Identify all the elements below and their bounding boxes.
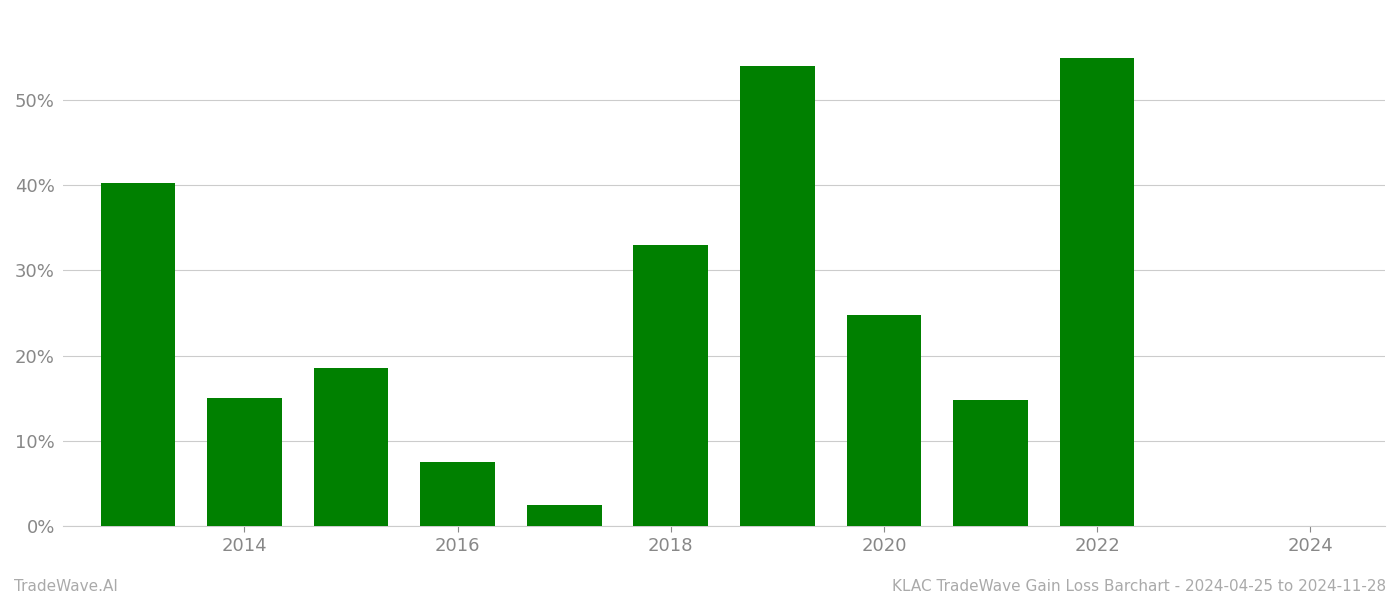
Bar <box>741 66 815 526</box>
Bar <box>1060 58 1134 526</box>
Bar <box>314 368 388 526</box>
Bar <box>847 315 921 526</box>
Bar <box>526 505 602 526</box>
Bar <box>953 400 1028 526</box>
Bar <box>207 398 281 526</box>
Text: TradeWave.AI: TradeWave.AI <box>14 579 118 594</box>
Bar <box>420 462 496 526</box>
Bar <box>633 245 708 526</box>
Bar <box>101 183 175 526</box>
Text: KLAC TradeWave Gain Loss Barchart - 2024-04-25 to 2024-11-28: KLAC TradeWave Gain Loss Barchart - 2024… <box>892 579 1386 594</box>
